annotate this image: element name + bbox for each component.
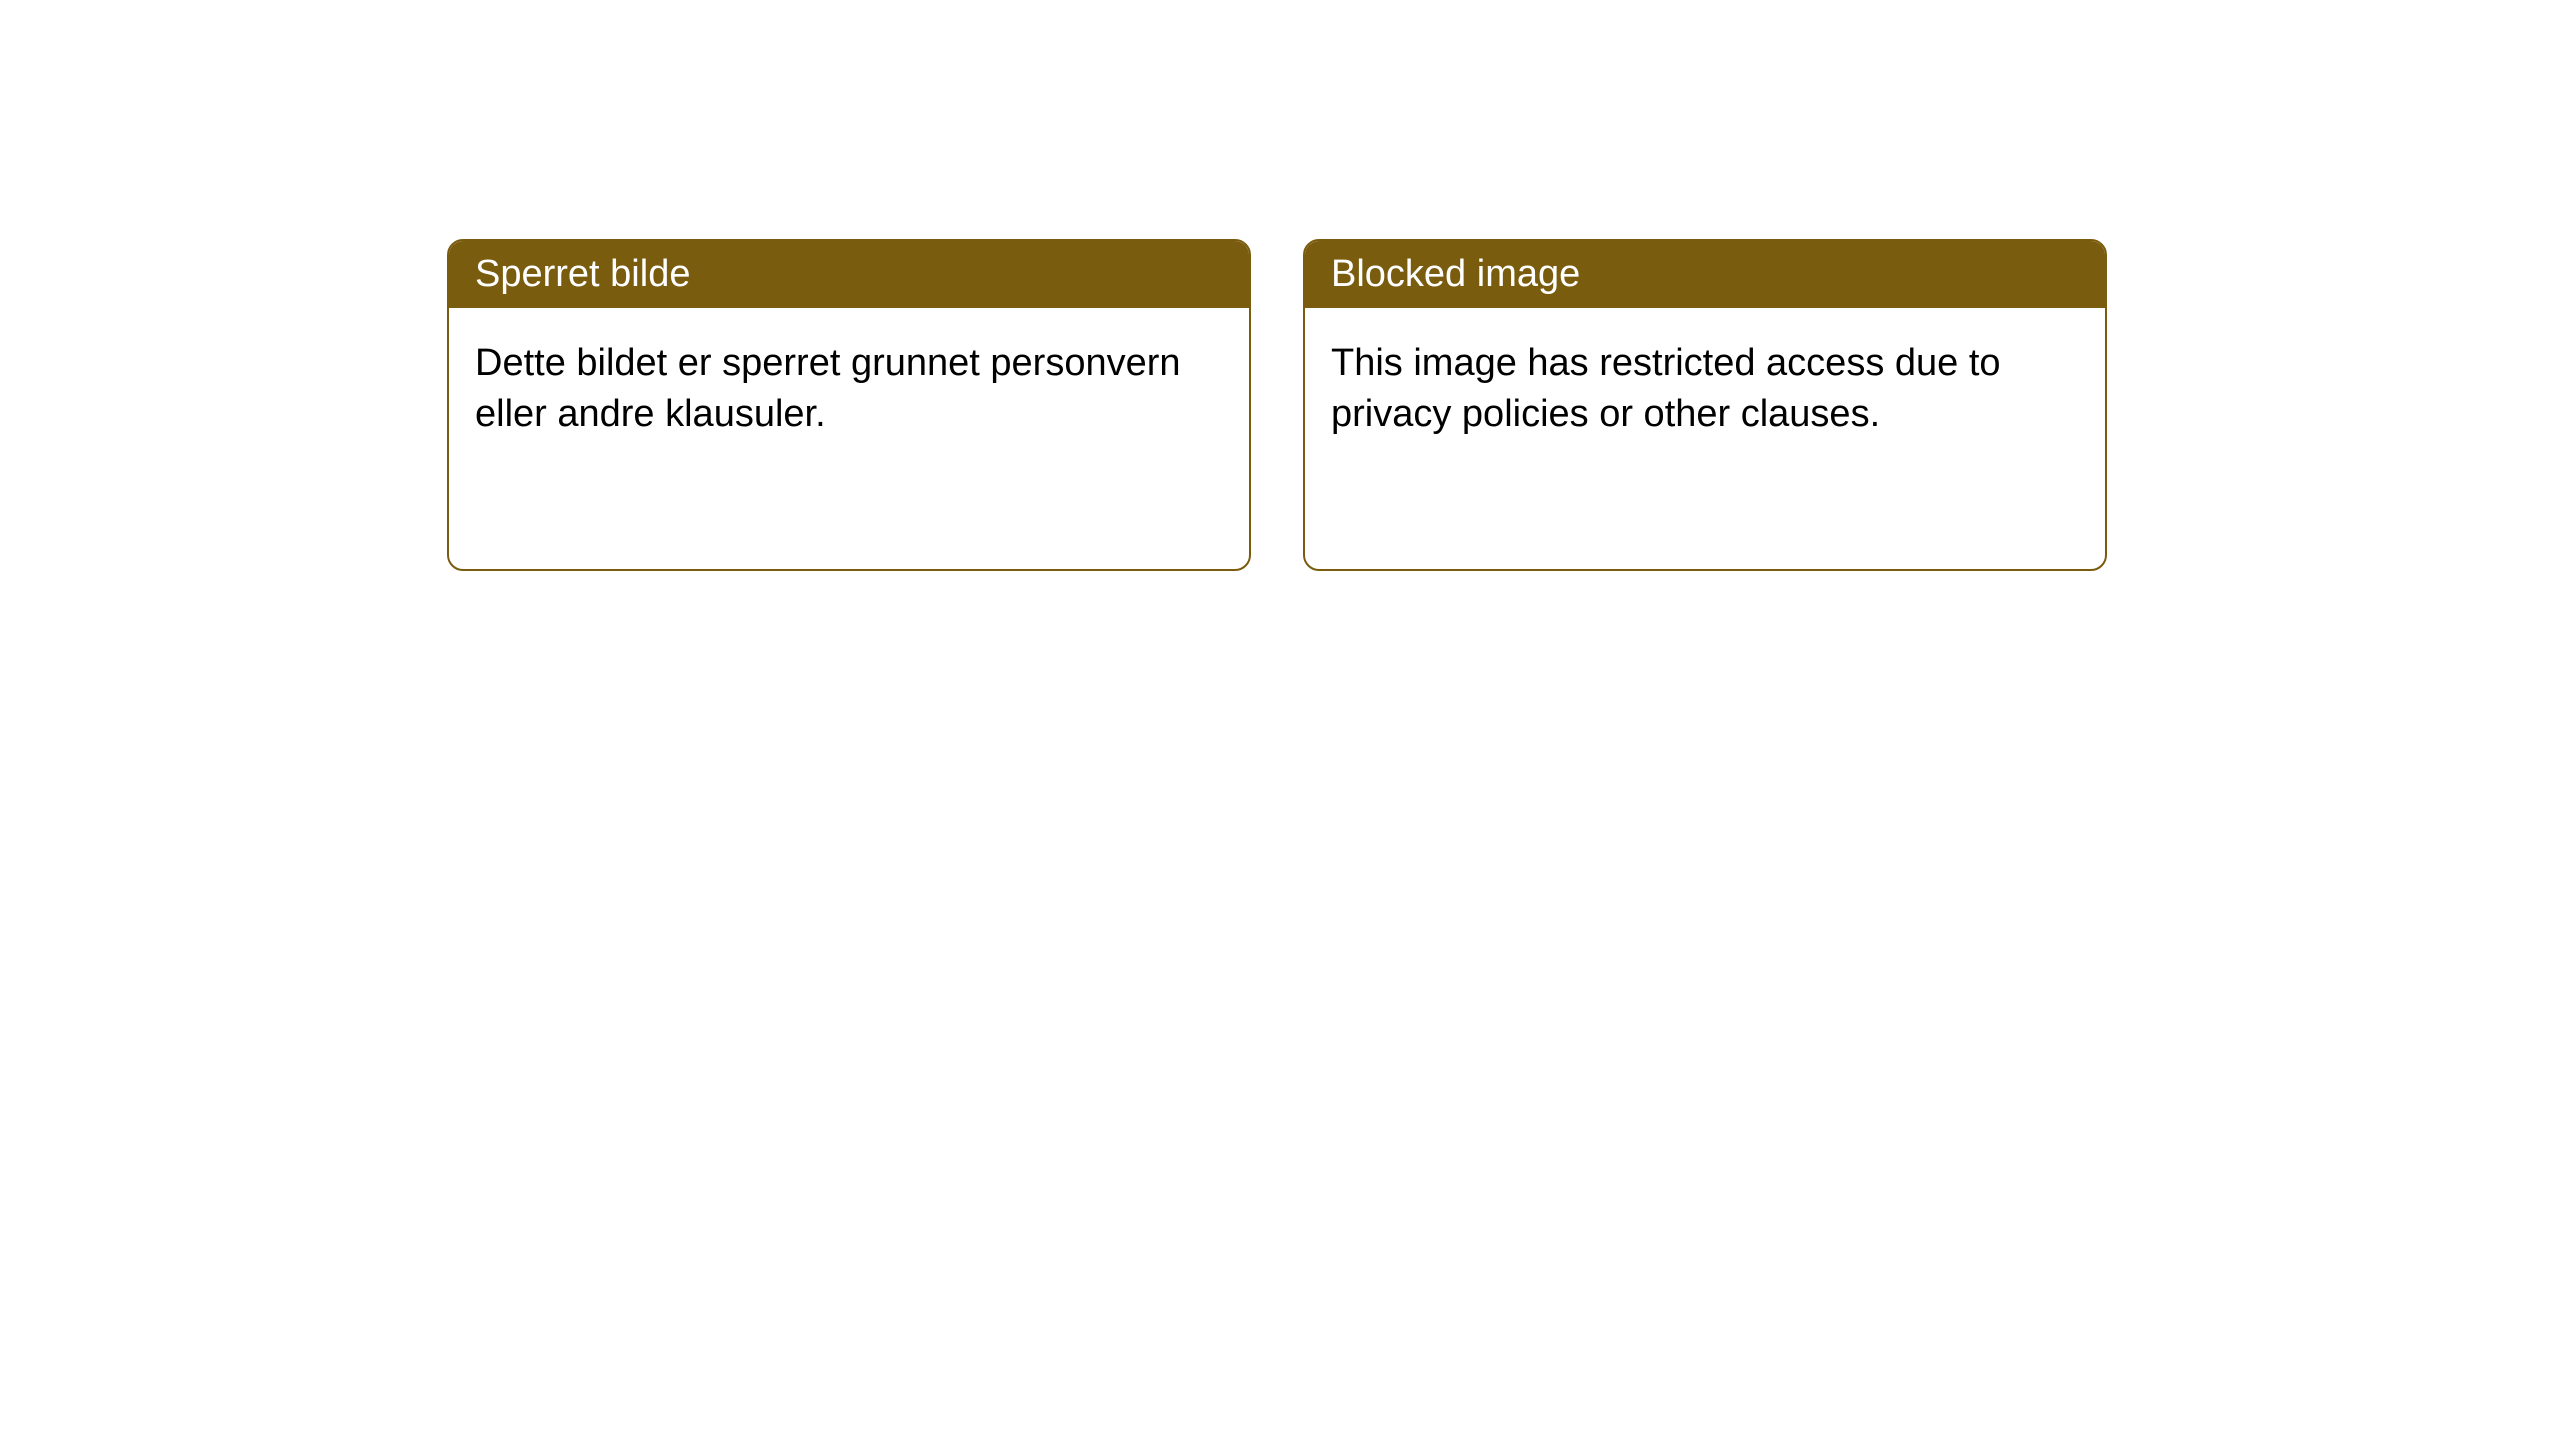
- notice-card-en: Blocked image This image has restricted …: [1303, 239, 2107, 571]
- notice-card-no: Sperret bilde Dette bildet er sperret gr…: [447, 239, 1251, 571]
- notice-card-title-no: Sperret bilde: [449, 241, 1249, 308]
- notice-card-title-en: Blocked image: [1305, 241, 2105, 308]
- notice-cards-container: Sperret bilde Dette bildet er sperret gr…: [447, 239, 2107, 571]
- notice-card-body-no: Dette bildet er sperret grunnet personve…: [449, 308, 1249, 471]
- notice-card-body-en: This image has restricted access due to …: [1305, 308, 2105, 471]
